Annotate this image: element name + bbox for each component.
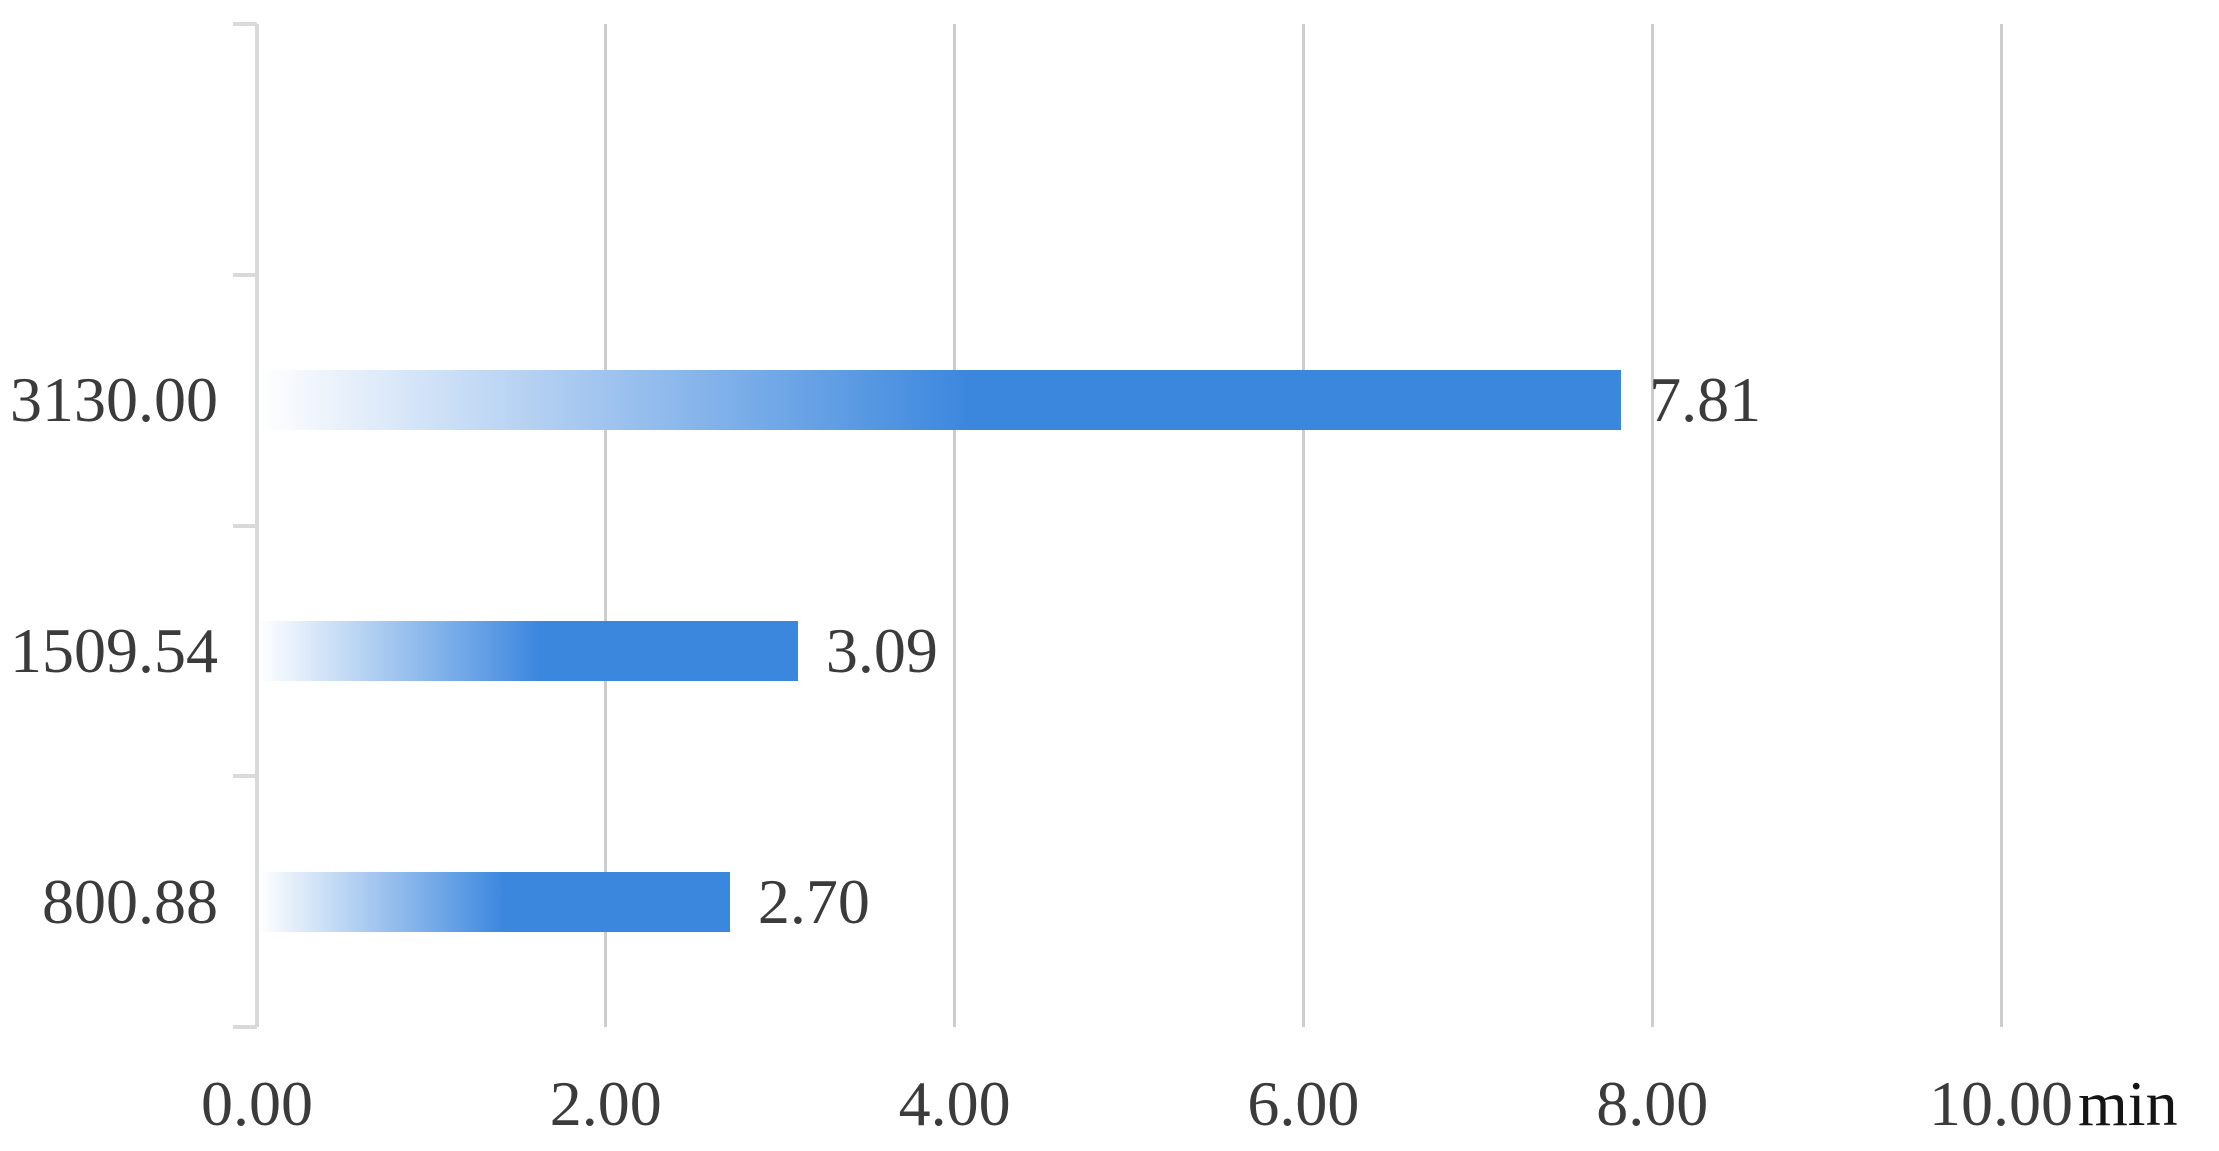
x-axis-tick-label: 2.00 bbox=[549, 1068, 662, 1139]
x-axis-tick-label: 10.00 bbox=[1929, 1068, 2073, 1139]
axis-tick bbox=[233, 272, 257, 277]
gridline bbox=[1999, 24, 2003, 1027]
gridline bbox=[604, 24, 608, 1027]
x-axis-unit-label: min bbox=[2078, 1068, 2178, 1139]
x-axis-tick-label: 8.00 bbox=[1596, 1068, 1709, 1139]
x-axis-tick-label: 6.00 bbox=[1247, 1068, 1360, 1139]
category-label: 1509.54 bbox=[10, 614, 218, 686]
axis-tick bbox=[233, 1025, 257, 1029]
gridline bbox=[953, 24, 957, 1027]
x-axis-tick-label: 4.00 bbox=[898, 1068, 1011, 1139]
value-label: 3.09 bbox=[825, 614, 938, 686]
gridline bbox=[1301, 24, 1305, 1027]
axis-tick bbox=[233, 774, 257, 779]
axis-tick bbox=[233, 523, 257, 528]
bar bbox=[259, 370, 1622, 431]
bar bbox=[259, 871, 730, 932]
category-label: 3130.00 bbox=[10, 364, 218, 436]
gridline bbox=[1650, 24, 1654, 1027]
x-axis-tick-label: 0.00 bbox=[201, 1068, 313, 1139]
y-axis-line bbox=[255, 24, 259, 1027]
category-label: 800.88 bbox=[42, 865, 218, 937]
value-label: 2.70 bbox=[757, 865, 870, 937]
value-label: 7.81 bbox=[1649, 364, 1762, 436]
axis-tick bbox=[233, 22, 257, 26]
bar bbox=[259, 620, 798, 681]
